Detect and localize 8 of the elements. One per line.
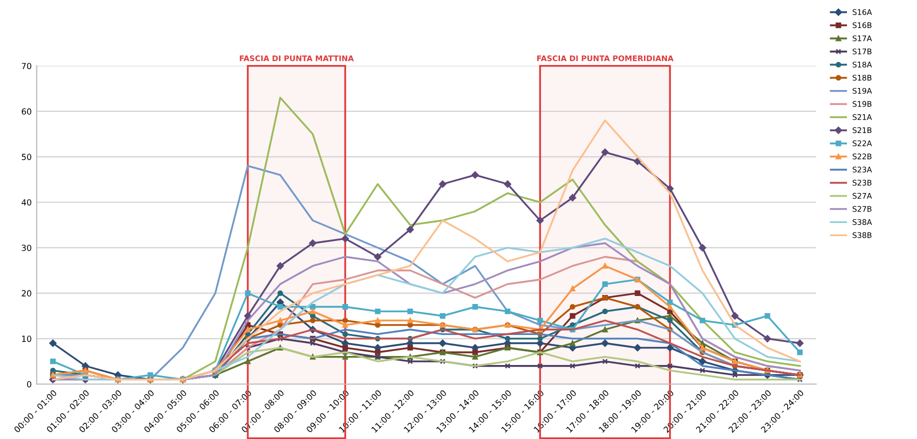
y-tick-label: 30 xyxy=(22,244,32,252)
y-tick-label: 50 xyxy=(22,154,32,160)
y-tick-label: 10 xyxy=(22,336,32,342)
y-tick-label: 60 xyxy=(22,108,32,115)
y-tick-label: 70 xyxy=(22,62,32,70)
y-tick-label: 40 xyxy=(22,199,32,206)
y-tick-label: 0 xyxy=(27,381,32,388)
y-tick-label: 20 xyxy=(22,290,32,296)
